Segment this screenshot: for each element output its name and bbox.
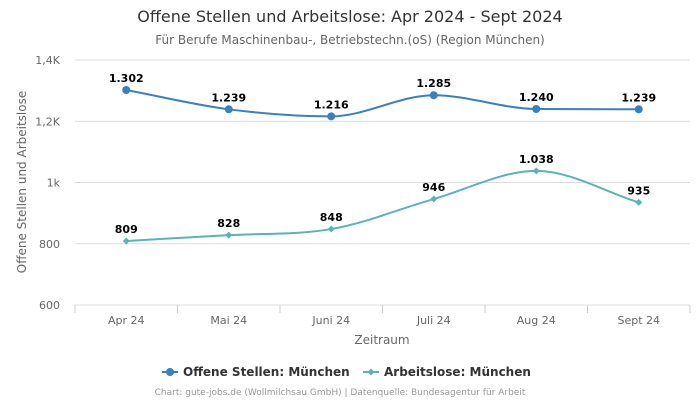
data-label: 809 <box>115 223 138 236</box>
legend-label: Arbeitslose: München <box>384 365 531 379</box>
data-point[interactable] <box>429 91 438 100</box>
series-line <box>126 89 639 118</box>
data-point[interactable] <box>532 167 540 175</box>
legend-item[interactable]: Offene Stellen: München <box>162 365 350 379</box>
data-label: 1.240 <box>519 91 554 104</box>
data-point[interactable] <box>430 195 438 203</box>
data-label: 1.038 <box>519 153 554 166</box>
y-axis-label: Offene Stellen und Arbeitslose <box>15 91 29 273</box>
y-axis: 600 800 1k 1,2K 1,4K <box>35 54 60 312</box>
data-point[interactable] <box>224 105 233 114</box>
chart-title: Offene Stellen und Arbeitslose: Apr 2024… <box>137 7 562 26</box>
data-label: 935 <box>627 184 650 197</box>
data-point[interactable] <box>122 86 131 95</box>
data-point[interactable] <box>634 105 643 114</box>
data-point[interactable] <box>532 105 541 113</box>
data-label: 1.239 <box>211 91 246 104</box>
legend-marker <box>166 368 174 376</box>
x-tick-label: Juni 24 <box>311 314 350 327</box>
legend-label: Offene Stellen: München <box>183 365 350 379</box>
data-label: 946 <box>422 181 445 194</box>
data-label: 828 <box>217 217 240 230</box>
data-point[interactable] <box>122 237 130 245</box>
x-axis-label: Zeitraum <box>354 333 409 347</box>
x-axis: Apr 24 Mai 24 Juni 24 Juli 24 Aug 24 Sept 24 <box>74 305 691 327</box>
grid <box>75 59 690 306</box>
x-tick-label: Aug 24 <box>517 314 556 327</box>
series-0: 1.302 1.239 1.216 1.285 1.240 1.239 <box>109 72 656 121</box>
y-tick-label: 1,2K <box>35 115 60 128</box>
data-point[interactable] <box>327 225 335 233</box>
series-1: 809 828 848 946 1.038 935 <box>115 153 650 245</box>
legend-item[interactable]: Arbeitslose: München <box>363 365 531 379</box>
chart-credits: Chart: gute-jobs.de (Wollmilchsau GmbH) … <box>155 388 526 398</box>
data-point[interactable] <box>225 231 233 239</box>
x-tick-label: Apr 24 <box>108 314 145 327</box>
x-tick-label: Mai 24 <box>210 314 247 327</box>
x-tick-label: Sept 24 <box>617 314 660 327</box>
data-label: 1.302 <box>109 72 144 85</box>
y-tick-label: 800 <box>39 238 60 251</box>
data-point[interactable] <box>327 112 336 121</box>
data-label: 1.239 <box>621 91 656 104</box>
data-point[interactable] <box>635 198 643 206</box>
data-label: 1.285 <box>416 77 451 90</box>
legend-marker <box>367 368 375 376</box>
x-tick-label: Juli 24 <box>416 314 451 327</box>
series-group: 1.302 1.239 1.216 1.285 1.240 1.239 809 828 848 9… <box>109 72 656 245</box>
data-label: 1.216 <box>314 98 349 111</box>
y-tick-label: 600 <box>39 299 60 312</box>
legend: Offene Stellen: München Arbeitslose: Münc… <box>162 365 531 379</box>
chart-subtitle: Für Berufe Maschinenbau-, Betriebstechn.… <box>155 33 545 47</box>
series-line <box>126 169 640 242</box>
data-label: 848 <box>320 211 343 224</box>
y-tick-label: 1,4K <box>35 54 60 67</box>
y-tick-label: 1k <box>47 177 61 190</box>
